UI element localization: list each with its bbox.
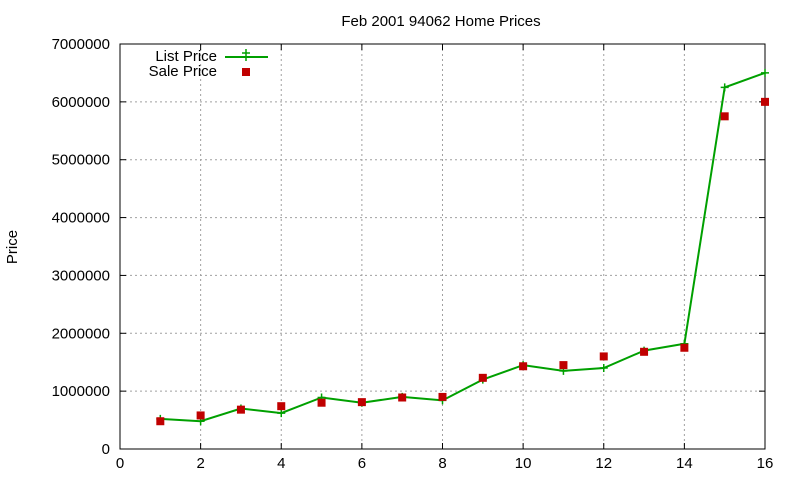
x-tick-label: 10 xyxy=(515,455,532,472)
list-price-point xyxy=(720,83,729,92)
series xyxy=(156,68,769,426)
x-tick-label: 6 xyxy=(358,455,366,472)
legend-marker-sale-price xyxy=(242,68,250,76)
sale-price-point xyxy=(599,352,608,361)
x-tick-label: 16 xyxy=(757,455,774,472)
legend: List Price Sale Price xyxy=(149,48,268,80)
y-tick-label: 6000000 xyxy=(52,94,110,111)
x-tick-labels: 0 2 4 6 8 10 12 14 16 xyxy=(116,455,774,472)
y-tick-label: 4000000 xyxy=(52,210,110,227)
list-price-point xyxy=(277,409,286,418)
sale-price-point xyxy=(398,393,407,402)
sale-price-point xyxy=(720,112,729,121)
list-price-line xyxy=(160,71,766,423)
axis-ticks xyxy=(119,43,766,450)
sale-price-point xyxy=(438,392,447,401)
list-price-point xyxy=(761,68,769,77)
y-tick-label: 7000000 xyxy=(52,36,110,53)
legend-label-list-price: List Price xyxy=(155,48,217,65)
y-axis-label: Price xyxy=(4,230,21,264)
list-price-point xyxy=(599,364,608,372)
x-tick-label: 0 xyxy=(116,455,124,472)
x-tick-label: 4 xyxy=(277,455,285,472)
sale-price-point xyxy=(559,361,568,370)
sale-price-point xyxy=(519,362,528,371)
legend-marker-list-price xyxy=(242,49,250,61)
x-tick-label: 12 xyxy=(595,455,612,472)
grid xyxy=(120,44,765,449)
sale-price-point xyxy=(277,402,286,411)
sale-price-point xyxy=(478,373,487,382)
x-tick-label: 8 xyxy=(438,455,446,472)
sale-price-point xyxy=(761,97,769,106)
sale-price-point xyxy=(196,411,205,420)
x-tick-label: 2 xyxy=(196,455,204,472)
sale-price-point xyxy=(680,343,689,352)
chart-title: Feb 2001 94062 Home Prices xyxy=(341,13,540,30)
sale-price-point xyxy=(640,347,649,356)
sale-price-point xyxy=(156,417,165,426)
x-tick-label: 14 xyxy=(676,455,693,472)
sale-price-point xyxy=(357,398,366,407)
y-tick-label: 0 xyxy=(102,441,110,458)
y-tick-label: 5000000 xyxy=(52,152,110,169)
legend-label-sale-price: Sale Price xyxy=(149,63,217,80)
sale-price-point xyxy=(317,398,326,407)
y-tick-label: 1000000 xyxy=(52,383,110,400)
y-tick-labels: 0 1000000 2000000 3000000 4000000 5000000 6000… xyxy=(52,36,110,458)
y-tick-label: 3000000 xyxy=(52,267,110,284)
y-tick-label: 2000000 xyxy=(52,325,110,342)
sale-price-point xyxy=(236,405,245,414)
